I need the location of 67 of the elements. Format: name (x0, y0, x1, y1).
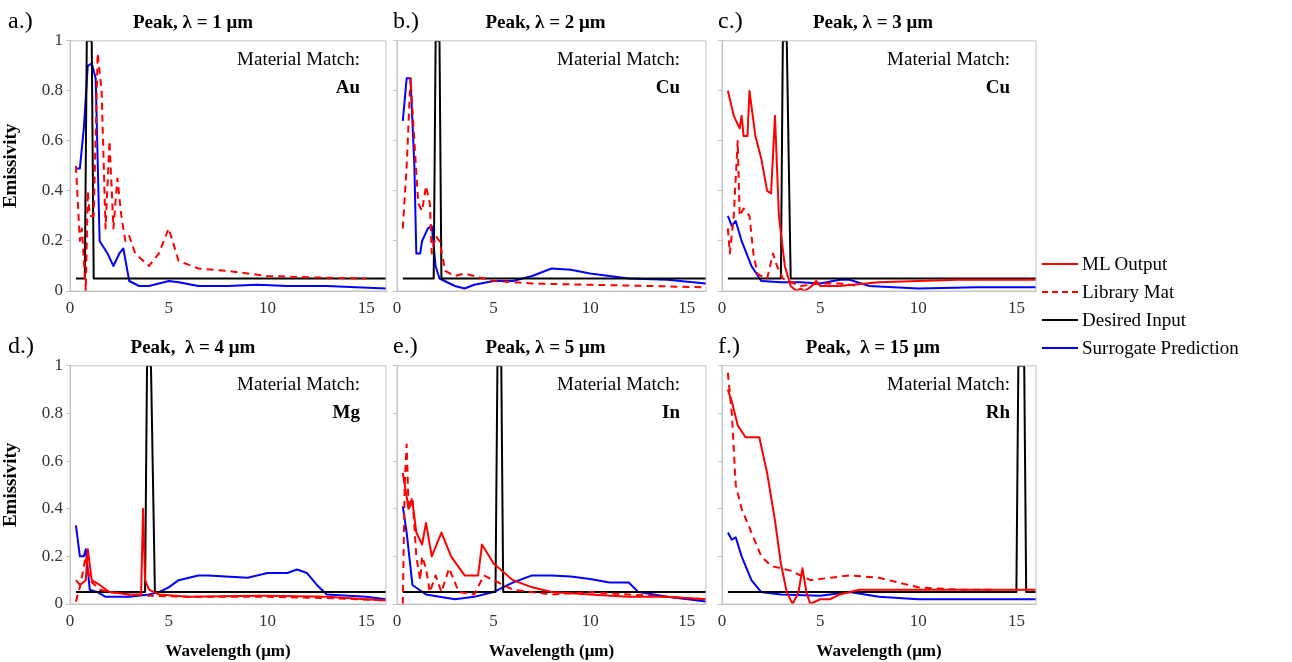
y-tick-label: 0.4 (41, 498, 64, 518)
y-axis-title: Emissivity (0, 123, 21, 209)
annotation: Material Match: (557, 372, 680, 394)
text: f.) (718, 332, 740, 358)
x-tick-label: 0 (392, 297, 402, 317)
annotation: Cu (655, 75, 681, 97)
x-tick-label: 10 (581, 297, 599, 317)
chart-title: Peak, λ = 15 μm (805, 336, 941, 358)
chart-title: Peak, λ = 5 μm (485, 336, 606, 358)
y-axis-title: Emissivity (0, 442, 21, 528)
x-tick-label: 5 (815, 297, 825, 317)
text: a.) (8, 7, 33, 33)
x-tick-label: 5 (164, 610, 173, 630)
text: d.) (8, 332, 34, 358)
x-tick-label: 10 (909, 297, 927, 317)
annotation: Material Match: (887, 372, 1010, 394)
x-tick-label: 15 (678, 610, 696, 630)
x-tick-label: 5 (164, 297, 173, 317)
x-tick-label: 10 (259, 610, 276, 630)
chart-title: Peak, λ = 4 μm (130, 336, 256, 358)
x-tick-label: 10 (581, 610, 599, 630)
x-tick-label: 15 (357, 610, 375, 630)
y-tick-label: 0.2 (41, 230, 63, 250)
annotation: Cu (985, 75, 1011, 97)
annotation: Material Match: (237, 372, 360, 394)
legend-label: ML Output (1082, 252, 1168, 276)
annotation: Material Match: (237, 47, 360, 69)
legend-label: Surrogate Prediction (1082, 336, 1239, 360)
x-tick-label: 10 (909, 610, 927, 630)
x-tick-label: 15 (357, 297, 375, 317)
x-tick-label: 0 (717, 297, 727, 317)
x-tick-label: 10 (259, 297, 276, 317)
legend-label: Library Mat (1082, 280, 1175, 304)
annotation: Material Match: (557, 47, 680, 69)
x-tick-label: 15 (678, 297, 696, 317)
y-tick-label: 0.8 (41, 402, 63, 422)
y-tick-label: 0.4 (41, 180, 64, 200)
text: b.) (393, 7, 419, 33)
x-tick-label: 5 (815, 610, 825, 630)
y-tick-label: 0.6 (41, 450, 63, 470)
chart-title: Peak, λ = 3 μm (812, 11, 934, 33)
x-axis-title: Wavelength (μm) (488, 641, 615, 661)
x-tick-label: 5 (489, 610, 498, 630)
x-tick-label: 0 (717, 610, 727, 630)
chart-title: Peak, λ = 2 μm (485, 11, 606, 33)
x-axis-title: Wavelength (μm) (816, 641, 942, 661)
y-tick-label: 1 (54, 30, 63, 50)
text: e.) (393, 332, 418, 358)
text: c.) (718, 7, 743, 33)
x-tick-label: 15 (1007, 610, 1025, 630)
annotation: Rh (985, 400, 1011, 422)
annotation: Au (335, 75, 361, 97)
x-tick-label: 0 (392, 610, 402, 630)
x-axis-title: Wavelength (μm) (165, 641, 291, 661)
annotation: Mg (332, 400, 361, 422)
annotation: Material Match: (887, 47, 1010, 69)
y-tick-label: 0.2 (41, 545, 63, 565)
x-tick-label: 5 (489, 297, 498, 317)
y-tick-label: 0.6 (41, 130, 63, 150)
legend-label: Desired Input (1082, 308, 1186, 332)
y-tick-label: 1 (54, 355, 63, 375)
x-tick-label: 15 (1007, 297, 1025, 317)
annotation: In (662, 400, 681, 422)
y-tick-label: 0.8 (41, 80, 63, 100)
y-tick-label: 0 (54, 593, 63, 613)
y-tick-label: 0 (54, 280, 63, 300)
chart-title: Peak, λ = 1 μm (132, 11, 254, 33)
